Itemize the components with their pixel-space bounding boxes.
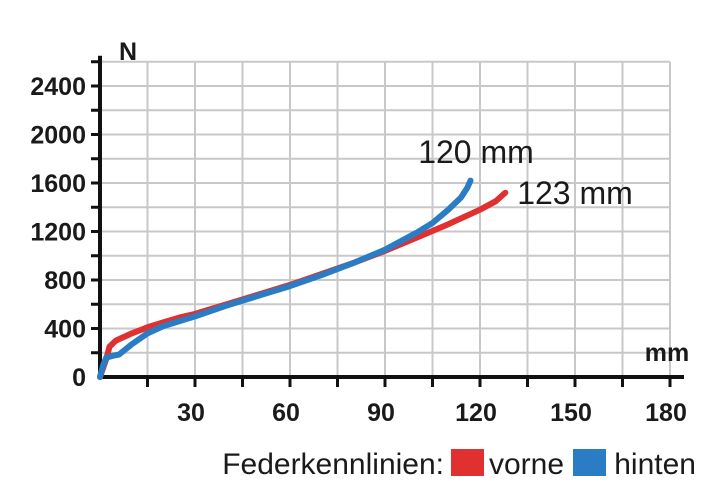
annotations: 120 mm 123 mm [418, 134, 633, 211]
x-tick-label: 180 [645, 399, 687, 427]
legend-swatch-hinten [573, 449, 606, 476]
series-line-hinten [97, 177, 474, 380]
legend-label-hinten: hinten [614, 448, 696, 481]
y-tick-label: 800 [44, 267, 86, 295]
axes [91, 55, 684, 387]
y-tick-label: 1600 [30, 170, 86, 198]
y-tick-label: 0 [72, 364, 86, 392]
y-tick-label: 2000 [30, 122, 86, 150]
x-tick-label: 30 [177, 399, 205, 427]
legend-swatch-vorne [451, 449, 484, 476]
legend-title: Federkennlinien: [222, 448, 444, 481]
y-tick-label: 1200 [30, 219, 86, 247]
y-tick-label: 2400 [30, 73, 86, 101]
x-tick-label: 120 [455, 399, 497, 427]
series-lines [97, 177, 509, 380]
x-tick-label: 60 [272, 399, 300, 427]
x-tick-label: 150 [550, 399, 592, 427]
legend-label-vorne: vorne [489, 448, 564, 481]
tick-labels: 0 400 800 1200 1600 2000 2400 30 60 90 120 150 180 [30, 73, 686, 427]
y-tick-label: 400 [44, 316, 86, 344]
x-axis-unit: mm [645, 339, 689, 367]
grid [100, 60, 671, 377]
legend: Federkennlinien: vorne hinten [222, 448, 696, 481]
y-axis-unit: N [119, 38, 137, 66]
x-tick-label: 90 [367, 399, 395, 427]
annotation-label: 123 mm [517, 175, 633, 211]
annotation-label: 120 mm [418, 134, 534, 170]
